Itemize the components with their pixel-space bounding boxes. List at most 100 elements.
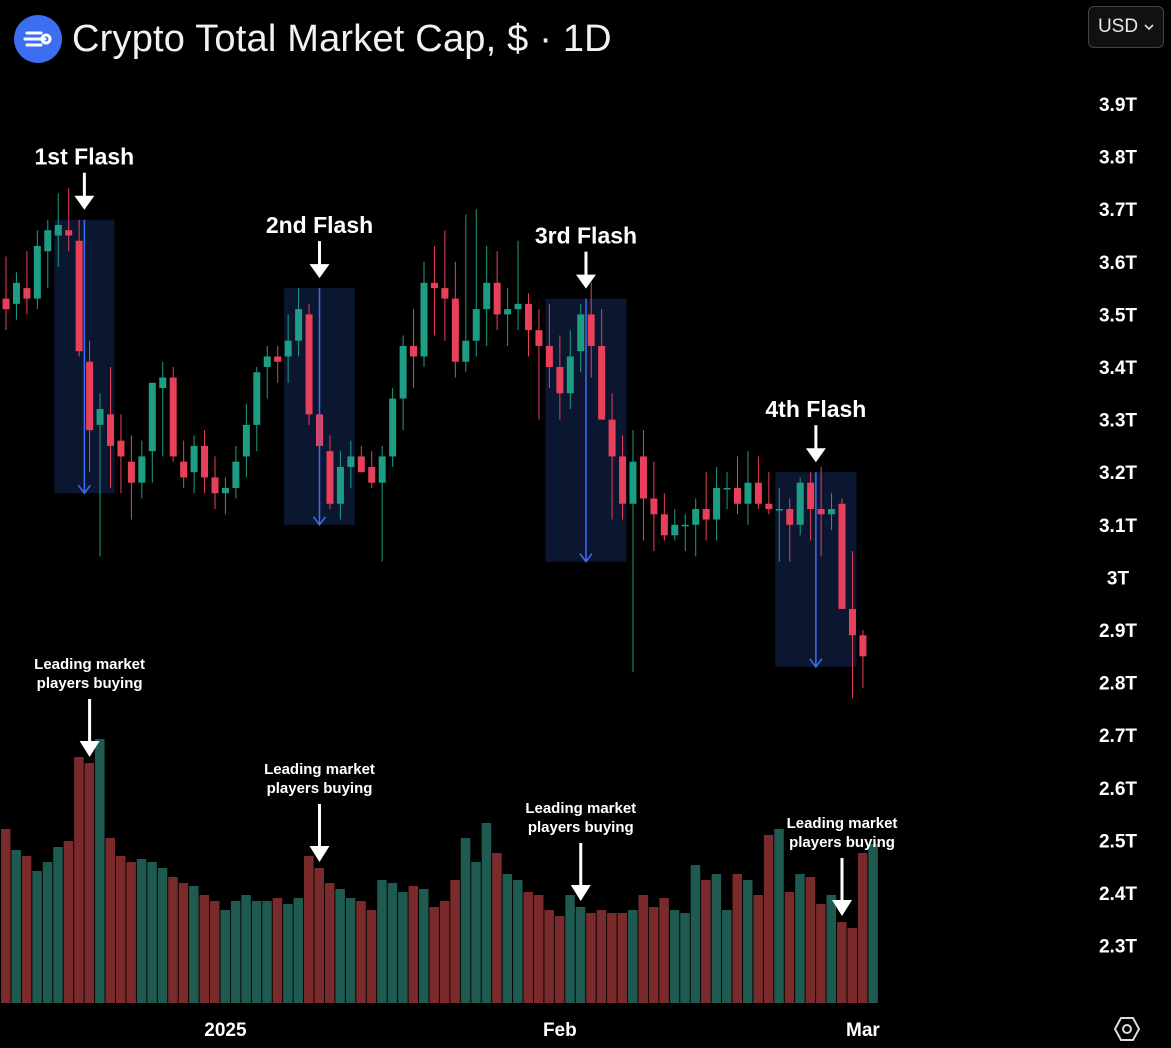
candle-body [786,509,794,525]
candle-body [681,524,689,527]
candle [848,551,856,699]
volume-bar [554,916,565,1003]
volume-bar [178,883,189,1003]
volume-bar [607,913,617,1003]
candle [587,282,595,378]
y-tick-label: 3.6T [1099,253,1137,274]
candle-body [127,461,135,483]
candle [190,435,198,494]
waves-logo-icon [14,15,62,63]
volume-bar [659,898,669,1003]
candle [629,430,637,673]
candle-body [598,345,606,420]
volume-bar [42,862,53,1003]
candle [420,261,428,367]
down-arrow-icon [74,195,95,210]
candle [786,498,794,562]
candle-body [389,398,397,457]
candle [817,466,825,557]
candle-body [65,230,73,236]
candle [54,193,62,268]
currency-selector[interactable]: USD [1088,6,1164,48]
volume-bar [523,892,533,1003]
candle-body [54,224,62,236]
candle [723,472,731,510]
volume-bar [669,910,680,1003]
candle-body [734,487,741,504]
volume-bar [617,913,628,1003]
volume-bar [74,757,84,1003]
volume-bar [408,886,419,1003]
candle-body [96,409,104,425]
volume-bar [324,883,335,1003]
flash-drop-arrow-icon [312,516,327,527]
volume-bar [544,910,554,1003]
volume-bar [596,910,607,1003]
volume-bar [419,889,429,1003]
candle [33,230,41,310]
candle-body [493,282,501,315]
candle [295,288,303,357]
volume-bar [283,904,293,1003]
volume-bar [32,871,42,1003]
candle [734,456,741,515]
volume-bar [680,913,690,1003]
candle [692,498,700,557]
buying-note-line2: players buying [37,675,143,692]
volume-bar [11,850,21,1003]
candle-body [441,288,449,299]
candle [556,335,564,420]
candle-body [138,456,146,483]
candle-body [619,456,627,504]
candle-body [378,456,386,483]
candle [619,435,627,520]
candle [399,335,407,431]
y-tick-label: 3.7T [1099,200,1137,221]
volume-bar [847,928,857,1003]
candle-body [504,309,512,315]
candle-body [211,477,219,494]
candle-body [357,456,365,473]
candle-body [838,503,846,609]
candle [326,435,334,510]
volume-bar [293,898,304,1003]
candle [807,472,815,541]
settings-hexagon-icon[interactable] [1112,1014,1142,1044]
buying-note-line1: Leading market [787,815,898,832]
candle-body [33,246,41,299]
candle [336,451,344,520]
y-tick-label: 2.7T [1099,726,1137,747]
candle [775,487,783,562]
candle-body [253,372,261,425]
volume-bar [857,853,868,1003]
candle-body [472,309,480,341]
x-tick-label: 2025 [204,1020,247,1041]
candle [713,466,721,541]
volume-bar [147,862,157,1003]
candle [274,345,282,383]
y-tick-label: 3.1T [1099,516,1137,537]
candle [138,440,146,499]
candle-body [274,356,282,362]
buying-note-line1: Leading market [525,800,636,817]
flash-drop-arrow-icon [809,658,823,669]
volume-bar [774,829,784,1003]
volume-bar [136,859,147,1003]
buying-note-line2: players buying [528,819,634,836]
candle-body [828,509,836,515]
candle [357,445,365,473]
candle-body [44,230,52,252]
volume-bar [638,895,648,1003]
volume-bar [826,895,837,1003]
candle [451,261,459,378]
volume-bar [84,763,95,1003]
volume-bar [304,856,314,1003]
candle-body [848,608,856,636]
chevron-down-icon [1144,24,1154,31]
candle-body [12,282,20,304]
candle-body [796,482,804,525]
candle [284,314,292,383]
volume-bar [189,886,199,1003]
volume-bar [220,910,230,1003]
volume-bar [502,874,513,1003]
